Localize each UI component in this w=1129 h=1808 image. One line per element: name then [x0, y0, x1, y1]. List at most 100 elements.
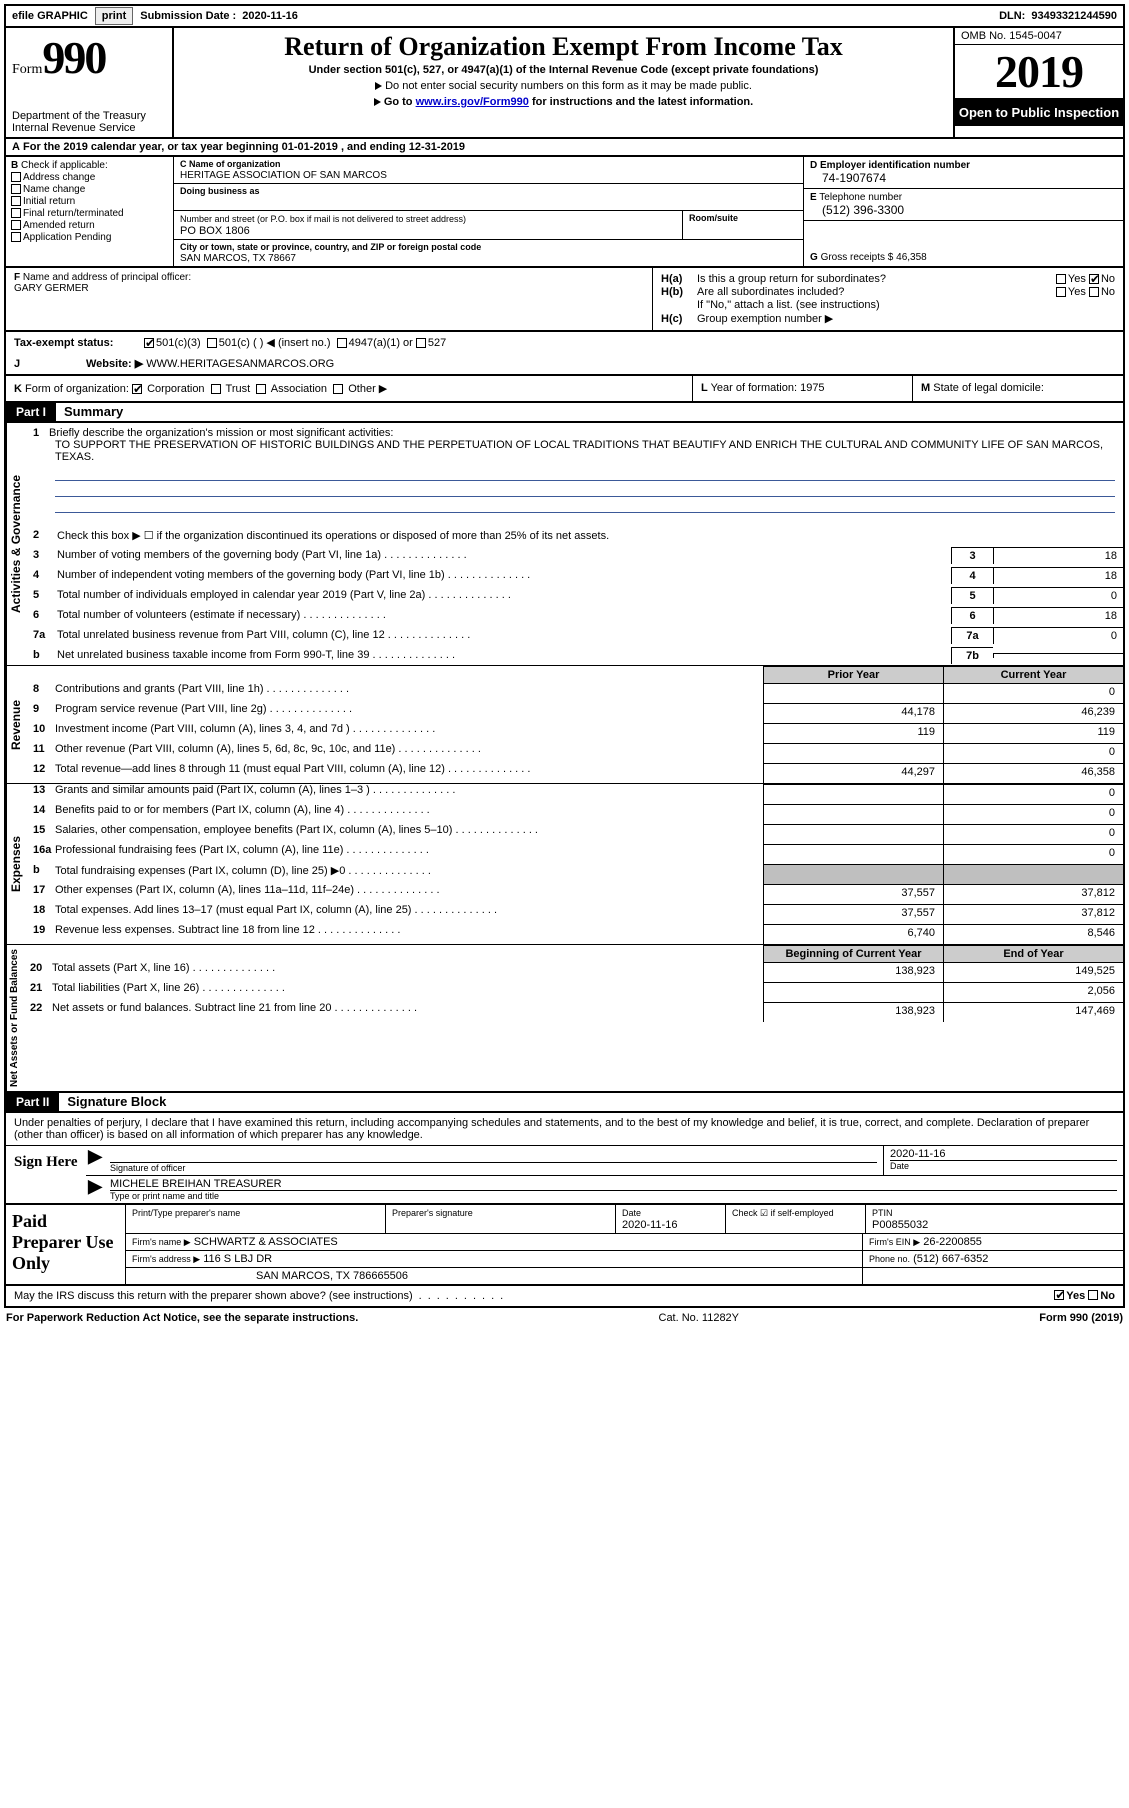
open-inspection: Open to Public Inspection	[955, 99, 1123, 126]
checkbox-icon[interactable]	[1054, 1290, 1064, 1300]
summary-row: 12Total revenue—add lines 8 through 11 (…	[25, 763, 1123, 783]
summary-row: 22Net assets or fund balances. Subtract …	[22, 1002, 1123, 1022]
section-k-l-m: K Form of organization: Corporation Trus…	[4, 376, 1125, 403]
page-footer: For Paperwork Reduction Act Notice, see …	[4, 1308, 1125, 1328]
firm-phone: (512) 667-6352	[913, 1253, 988, 1265]
efile-label: efile GRAPHIC	[6, 10, 94, 22]
summary-row: 13Grants and similar amounts paid (Part …	[25, 784, 1123, 804]
checkbox-icon[interactable]	[1056, 274, 1066, 284]
org-name: HERITAGE ASSOCIATION OF SAN MARCOS	[180, 170, 387, 181]
subtitle-2: Do not enter social security numbers on …	[182, 80, 945, 92]
principal-officer: GARY GERMER	[14, 283, 89, 294]
summary-row: 10Investment income (Part VIII, column (…	[25, 723, 1123, 743]
checkbox-icon[interactable]	[11, 220, 21, 230]
section-f-h: F Name and address of principal officer:…	[4, 268, 1125, 332]
checkbox-icon[interactable]	[207, 338, 217, 348]
side-label-expenses: Expenses	[6, 784, 25, 944]
summary-row: 16aProfessional fundraising fees (Part I…	[25, 844, 1123, 864]
checkbox-icon[interactable]	[11, 184, 21, 194]
summary-row: 17Other expenses (Part IX, column (A), l…	[25, 884, 1123, 904]
telephone: (512) 396-3300	[810, 203, 1117, 217]
section-d-e-g: D Employer identification number 74-1907…	[803, 157, 1123, 266]
firm-ein: 26-2200855	[923, 1236, 982, 1248]
firm-address: 116 S LBJ DR	[203, 1253, 272, 1265]
form-number: Form990	[12, 31, 166, 84]
subdate-value: 2020-11-16	[242, 10, 298, 22]
subtitle-3: Go to www.irs.gov/Form990 for instructio…	[182, 96, 945, 108]
discuss-row: May the IRS discuss this return with the…	[4, 1286, 1125, 1308]
declaration-text: Under penalties of perjury, I declare th…	[6, 1113, 1123, 1145]
col-end: End of Year	[943, 945, 1123, 962]
summary-row: bNet unrelated business taxable income f…	[25, 645, 1123, 665]
top-bar: efile GRAPHIC print Submission Date : 20…	[4, 4, 1125, 28]
sign-date: 2020-11-16	[890, 1148, 1117, 1160]
summary-row: 6Total number of volunteers (estimate if…	[25, 605, 1123, 625]
ptin: P00855032	[872, 1219, 928, 1231]
checkbox-icon[interactable]	[11, 232, 21, 242]
signature-block: Under penalties of perjury, I declare th…	[4, 1113, 1125, 1205]
side-label-revenue: Revenue	[6, 666, 25, 783]
checkbox-icon[interactable]	[333, 384, 343, 394]
summary-row: 8Contributions and grants (Part VIII, li…	[25, 683, 1123, 703]
col-beginning: Beginning of Current Year	[763, 945, 943, 962]
summary-row: 4Number of independent voting members of…	[25, 565, 1123, 585]
form-header: Form990 Department of the Treasury Inter…	[4, 28, 1125, 139]
checkbox-icon[interactable]	[11, 172, 21, 182]
summary-row: 14Benefits paid to or for members (Part …	[25, 804, 1123, 824]
dept-label: Department of the Treasury Internal Reve…	[12, 110, 166, 134]
part-ii-header: Part IISignature Block	[4, 1093, 1125, 1113]
summary-row: 9Program service revenue (Part VIII, lin…	[25, 703, 1123, 723]
section-b-g: B Check if applicable: Address change Na…	[4, 157, 1125, 268]
gross-receipts: 46,358	[896, 252, 927, 263]
triangle-icon	[375, 82, 382, 90]
side-label-activities: Activities & Governance	[6, 423, 25, 665]
checkbox-icon[interactable]	[256, 384, 266, 394]
summary-row: 15Salaries, other compensation, employee…	[25, 824, 1123, 844]
summary-row: 5Total number of individuals employed in…	[25, 585, 1123, 605]
part-i-header: Part ISummary	[4, 403, 1125, 423]
website-url: WWW.HERITAGESANMARCOS.ORG	[146, 358, 334, 370]
col-current: Current Year	[943, 666, 1123, 683]
col-prior: Prior Year	[763, 666, 943, 683]
checkbox-icon[interactable]	[144, 338, 154, 348]
summary-row: 7aTotal unrelated business revenue from …	[25, 625, 1123, 645]
summary-row: 11Other revenue (Part VIII, column (A), …	[25, 743, 1123, 763]
street-address: PO BOX 1806	[180, 225, 250, 237]
city-state-zip: SAN MARCOS, TX 78667	[180, 253, 296, 264]
print-button[interactable]: print	[95, 7, 133, 25]
year-formation: 1975	[800, 382, 824, 394]
summary-row: 18Total expenses. Add lines 13–17 (must …	[25, 904, 1123, 924]
paid-preparer: Paid Preparer Use Only Print/Type prepar…	[4, 1205, 1125, 1286]
section-c: C Name of organization HERITAGE ASSOCIAT…	[174, 157, 803, 266]
checkbox-icon[interactable]	[1088, 1290, 1098, 1300]
dln-label: DLN:	[993, 10, 1031, 22]
summary-row: 19Revenue less expenses. Subtract line 1…	[25, 924, 1123, 944]
arrow-icon: ▶	[86, 1146, 104, 1175]
checkbox-icon[interactable]	[1089, 274, 1099, 284]
part-i-body: Activities & Governance 1Briefly describ…	[4, 423, 1125, 1093]
side-label-netassets: Net Assets or Fund Balances	[6, 945, 22, 1091]
dln-value: 93493321244590	[1031, 10, 1123, 22]
website-row: J Website: ▶ WWW.HERITAGESANMARCOS.ORG	[4, 353, 1125, 376]
officer-name: MICHELE BREIHAN TREASURER	[110, 1178, 1117, 1190]
checkbox-icon[interactable]	[416, 338, 426, 348]
form-title: Return of Organization Exempt From Incom…	[182, 32, 945, 62]
summary-row: bTotal fundraising expenses (Part IX, co…	[25, 864, 1123, 884]
triangle-icon	[374, 98, 381, 106]
room-suite: Room/suite	[683, 211, 803, 239]
checkbox-icon[interactable]	[11, 196, 21, 206]
checkbox-icon[interactable]	[1089, 287, 1099, 297]
section-b: B Check if applicable: Address change Na…	[6, 157, 174, 266]
calendar-year-row: A For the 2019 calendar year, or tax yea…	[4, 139, 1125, 157]
checkbox-icon[interactable]	[132, 384, 142, 394]
checkbox-icon[interactable]	[337, 338, 347, 348]
ein: 74-1907674	[810, 171, 1117, 185]
arrow-icon: ▶	[86, 1176, 104, 1203]
checkbox-icon[interactable]	[211, 384, 221, 394]
checkbox-icon[interactable]	[1056, 287, 1066, 297]
checkbox-icon[interactable]	[11, 208, 21, 218]
irs-link[interactable]: www.irs.gov/Form990	[416, 96, 529, 108]
subdate-label: Submission Date :	[134, 10, 242, 22]
tax-exempt-row: Tax-exempt status: 501(c)(3) 501(c) ( ) …	[4, 332, 1125, 353]
tax-year: 2019	[955, 45, 1123, 99]
